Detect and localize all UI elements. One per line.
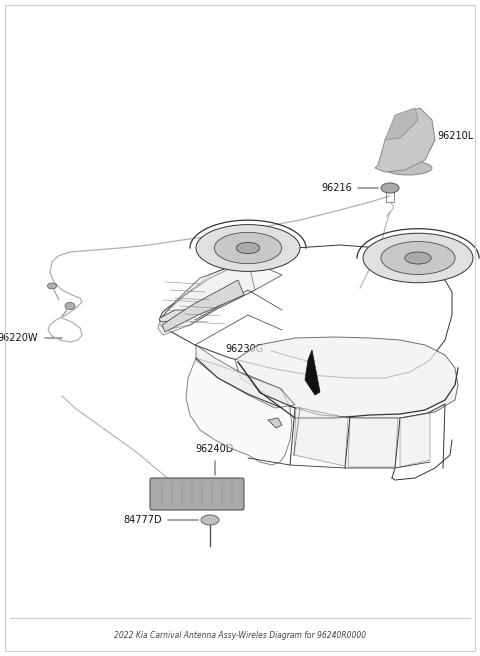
Polygon shape [305,350,320,395]
Polygon shape [162,280,244,332]
Polygon shape [235,337,458,418]
Polygon shape [186,358,292,465]
Ellipse shape [48,283,57,289]
Text: 96230G: 96230G [226,344,264,354]
Ellipse shape [381,183,399,193]
Polygon shape [158,260,255,335]
Ellipse shape [381,241,455,274]
Ellipse shape [214,232,282,264]
Polygon shape [348,418,398,467]
Polygon shape [375,108,435,172]
Text: 96220W: 96220W [0,333,38,343]
Polygon shape [400,413,430,467]
Text: 84777D: 84777D [123,515,162,525]
Ellipse shape [236,242,260,254]
Polygon shape [294,407,348,466]
Polygon shape [268,418,282,428]
Polygon shape [160,260,282,330]
Text: 96240D: 96240D [196,444,234,454]
Polygon shape [385,108,418,140]
FancyBboxPatch shape [150,478,244,510]
Ellipse shape [405,252,431,264]
Ellipse shape [363,234,473,283]
Ellipse shape [201,515,219,525]
Text: 96210L: 96210L [437,131,473,141]
Text: 96216: 96216 [321,183,352,193]
Polygon shape [160,245,452,378]
Polygon shape [196,345,295,408]
Ellipse shape [65,302,75,310]
Ellipse shape [384,161,432,175]
Ellipse shape [196,224,300,272]
Polygon shape [159,310,185,322]
Text: 2022 Kia Carnival Antenna Assy-Wireles Diagram for 96240R0000: 2022 Kia Carnival Antenna Assy-Wireles D… [114,632,366,640]
